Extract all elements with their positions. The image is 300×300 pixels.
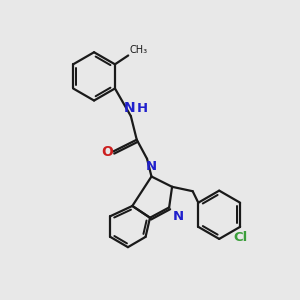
Text: CH₃: CH₃ — [129, 45, 148, 55]
Text: N: N — [146, 160, 157, 173]
Text: O: O — [101, 145, 113, 159]
Text: N: N — [173, 210, 184, 223]
Text: Cl: Cl — [233, 231, 247, 244]
Text: H: H — [136, 102, 148, 115]
Text: N: N — [124, 101, 135, 115]
